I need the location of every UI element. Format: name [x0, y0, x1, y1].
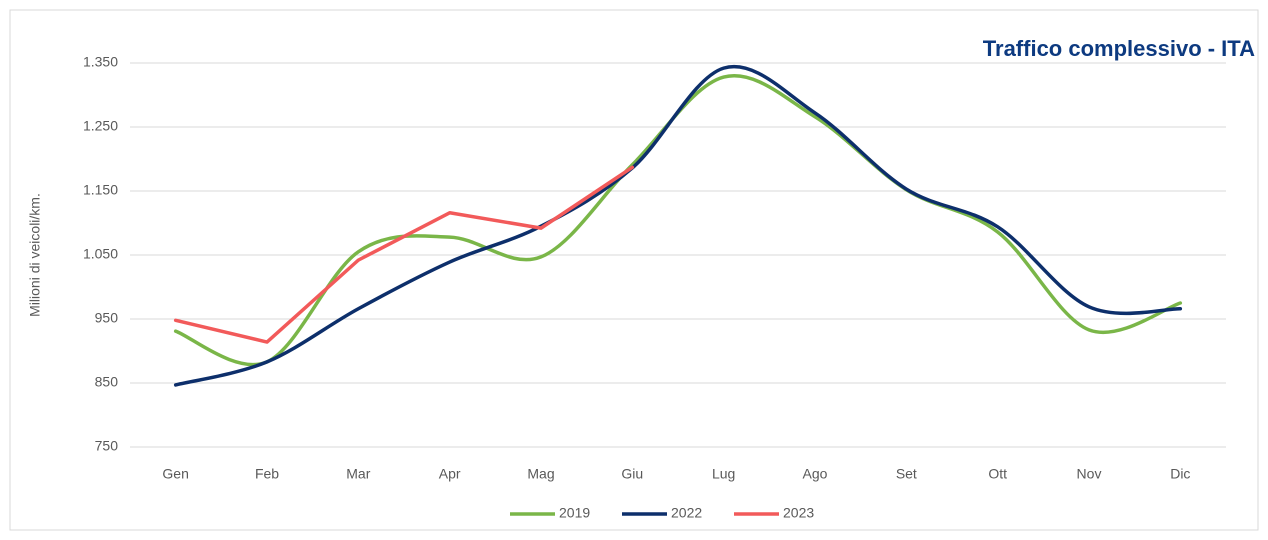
y-tick-label: 950: [95, 310, 119, 326]
y-tick-label: 1.150: [83, 182, 118, 198]
legend-label: 2023: [783, 505, 814, 521]
y-tick-label: 1.050: [83, 246, 118, 262]
x-tick-label: Mar: [346, 466, 370, 482]
legend-label: 2022: [671, 505, 702, 521]
legend-label: 2019: [559, 505, 590, 521]
y-axis-label: Milioni di veicoli/km.: [27, 193, 43, 317]
x-tick-label: Mag: [527, 466, 554, 482]
x-tick-label: Gen: [162, 466, 188, 482]
x-tick-label: Dic: [1170, 466, 1190, 482]
y-tick-label: 1.350: [83, 54, 118, 70]
series-line: [173, 64, 1183, 387]
y-tick-label: 1.250: [83, 118, 118, 134]
x-tick-label: Ago: [803, 466, 828, 482]
x-tick-label: Feb: [255, 466, 279, 482]
chart-title: Traffico complessivo - ITA: [983, 36, 1255, 61]
x-tick-label: Set: [896, 466, 917, 482]
x-tick-label: Giu: [621, 466, 643, 482]
x-tick-label: Lug: [712, 466, 735, 482]
x-tick-label: Apr: [439, 466, 461, 482]
y-tick-label: 850: [95, 374, 119, 390]
series-line: [173, 165, 635, 344]
chart-border: [9, 9, 1259, 531]
x-tick-label: Nov: [1077, 466, 1102, 482]
y-tick-label: 750: [95, 438, 119, 454]
x-tick-label: Ott: [988, 466, 1007, 482]
